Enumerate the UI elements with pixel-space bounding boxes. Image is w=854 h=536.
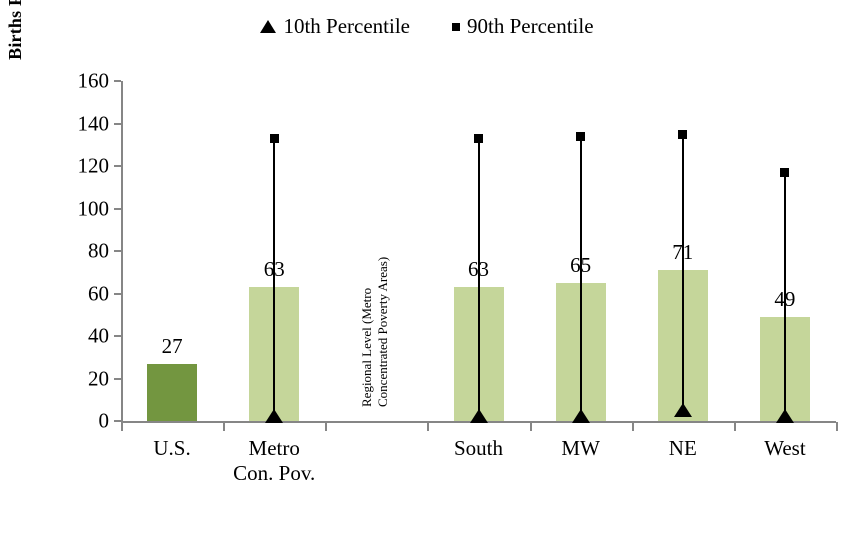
y-axis-tick-label: 80 — [88, 238, 109, 263]
x-axis-label-line: U.S. — [153, 436, 191, 460]
bar-value-label: 27 — [161, 333, 183, 358]
x-axis-category-label: NE — [669, 436, 697, 461]
triangle-marker-icon — [265, 409, 284, 423]
y-axis-tick — [114, 165, 121, 167]
x-axis-tick — [121, 422, 123, 431]
y-axis-tick-label: 60 — [88, 281, 109, 305]
y-axis-tick — [114, 207, 121, 210]
y-axis-tick-label: 100 — [77, 196, 110, 220]
triangle-marker-icon — [571, 409, 590, 423]
x-axis-tick — [836, 422, 838, 431]
legend-item-90th-percentile: 90th Percentile — [452, 16, 594, 37]
x-axis-category-label: West — [764, 436, 805, 461]
y-axis-tick-label: 0 — [98, 408, 110, 433]
triangle-marker-icon — [469, 409, 488, 423]
y-axis-line — [121, 81, 123, 422]
regional-level-annotation-line-1: Regional Level (Metro — [359, 287, 374, 407]
x-axis-label-line: Con. Pov. — [233, 461, 316, 485]
y-axis-tick — [114, 250, 121, 252]
x-axis-label-line: Metro — [248, 436, 300, 460]
chart-legend: 10th Percentile 90th Percentile — [0, 16, 854, 37]
y-axis-tick-label: 20 — [88, 366, 109, 390]
square-marker-icon — [474, 133, 483, 143]
percentile-range-line — [579, 136, 582, 421]
y-axis-tick — [114, 122, 121, 125]
square-marker-icon — [678, 129, 688, 139]
y-axis-tick — [114, 80, 121, 82]
x-axis-category-label: Metro Con. Pov. — [233, 436, 315, 486]
triangle-marker-icon — [673, 402, 692, 417]
legend-label-10th-percentile: 10th Percentile — [283, 14, 410, 38]
y-axis-tick — [114, 292, 121, 295]
triangle-marker-icon — [260, 20, 277, 33]
y-axis-tick-label: 40 — [88, 323, 109, 348]
x-axis-category-label: South — [454, 436, 503, 461]
y-axis-tick-label: 160 — [77, 68, 110, 93]
y-axis-tick-label: 140 — [77, 111, 110, 135]
square-marker-icon — [780, 167, 790, 177]
square-marker-icon — [269, 133, 279, 143]
x-axis-label-line: MW — [561, 436, 600, 460]
x-axis-category-label: MW — [561, 436, 600, 461]
y-axis-tick-label: 120 — [77, 153, 110, 178]
x-axis-tick — [631, 422, 634, 431]
y-axis-tick — [114, 420, 121, 422]
x-axis-label-line: West — [764, 436, 806, 460]
legend-item-10th-percentile: 10th Percentile — [260, 16, 410, 37]
y-axis-title: Births Per 1,000 Women Age 15-19 — [2, 0, 28, 98]
x-axis-tick — [427, 422, 430, 431]
percentile-range-line — [273, 138, 276, 421]
x-axis-label-line: South — [453, 436, 504, 460]
x-axis-category-label: U.S. — [153, 436, 190, 461]
percentile-range-line — [477, 138, 480, 421]
x-axis-label-line: NE — [668, 436, 697, 460]
x-axis-tick — [529, 422, 532, 431]
percentile-range-line — [681, 134, 684, 415]
x-axis-tick — [733, 422, 736, 431]
y-axis-tick — [114, 377, 121, 380]
regional-level-annotation-line-2: Concentrated Poverty Areas) — [375, 256, 390, 407]
legend-label-90th-percentile: 90th Percentile — [467, 14, 594, 38]
percentile-range-line — [783, 172, 786, 421]
x-axis-tick — [325, 422, 328, 431]
x-axis-tick — [223, 422, 226, 431]
square-marker-icon — [452, 22, 460, 31]
y-axis-tick — [114, 335, 121, 337]
square-marker-icon — [576, 131, 586, 141]
bar-u-s[interactable] — [147, 363, 198, 421]
triangle-marker-icon — [775, 409, 794, 423]
